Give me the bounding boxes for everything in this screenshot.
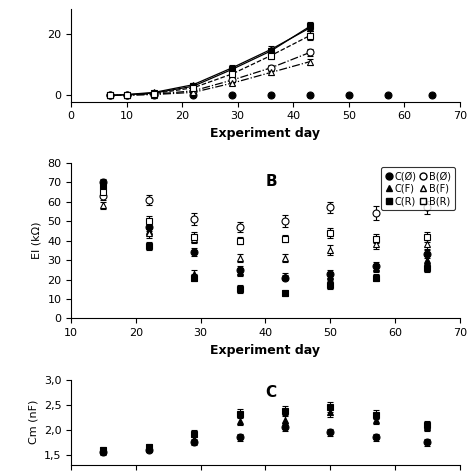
- Text: C: C: [265, 385, 276, 401]
- Y-axis label: Cm (nF): Cm (nF): [28, 400, 38, 444]
- X-axis label: Experiment day: Experiment day: [210, 344, 320, 357]
- Y-axis label: EI (kΩ): EI (kΩ): [32, 222, 42, 259]
- Text: B: B: [265, 173, 277, 189]
- X-axis label: Experiment day: Experiment day: [210, 127, 320, 140]
- Legend: C(Ø), C(F), C(R), B(Ø), B(F), B(R): C(Ø), C(F), C(R), B(Ø), B(F), B(R): [381, 167, 455, 210]
